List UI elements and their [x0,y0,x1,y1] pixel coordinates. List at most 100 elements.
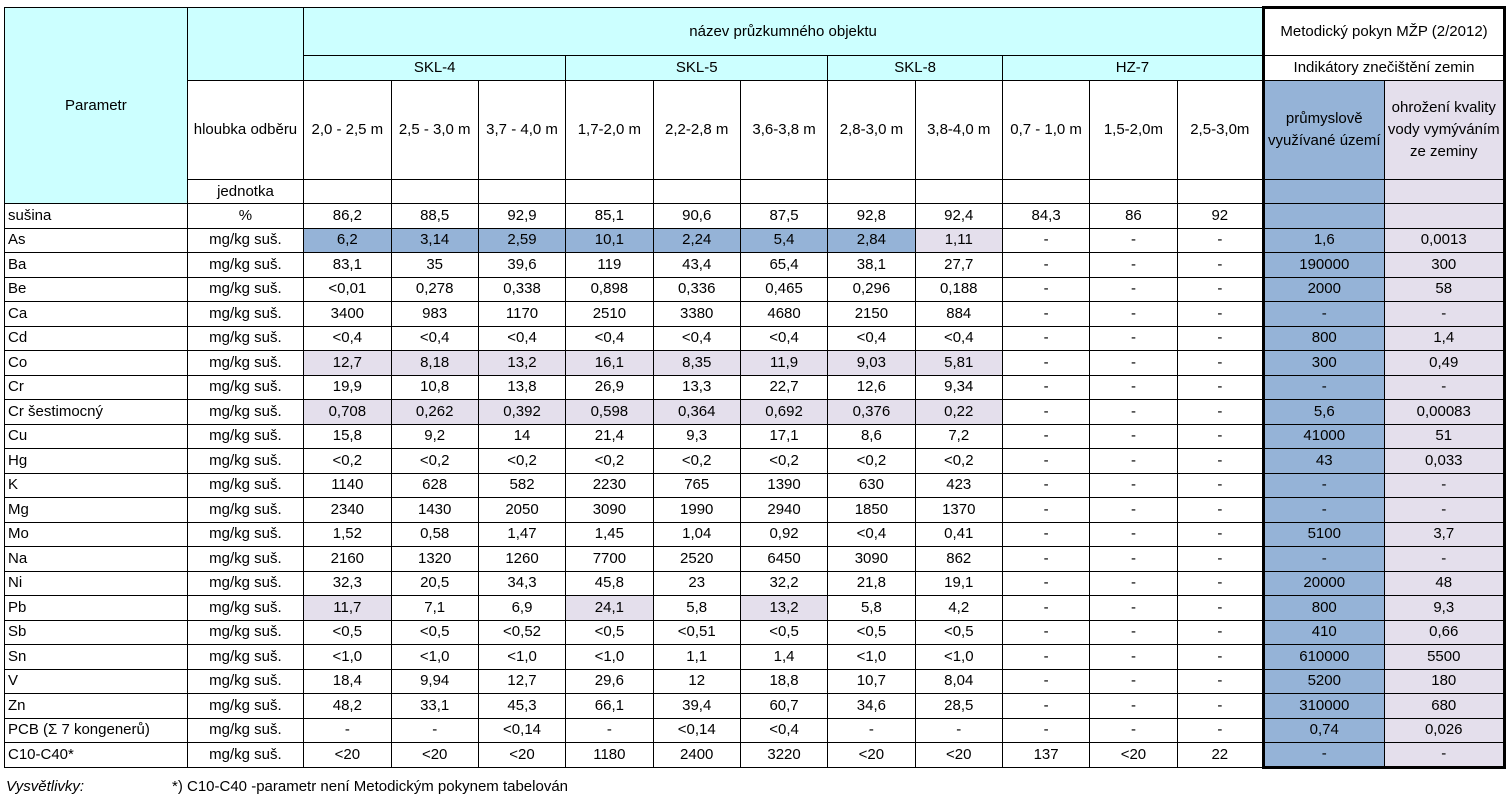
value-cell: 29,6 [565,668,654,694]
value-cell: 2,24 [652,227,741,253]
value-cell: - [565,717,654,743]
industrial-limit: 300 [1262,350,1385,376]
water-limit: 300 [1383,252,1506,278]
value-cell: - [1176,472,1265,498]
value-cell: - [1001,252,1091,278]
value-cell: - [1001,497,1091,523]
value-cell: <20 [827,742,916,768]
unit-cell: mg/kg suš. [186,619,305,645]
value-cell: 12,7 [303,350,392,376]
value-cell: 0,898 [565,276,654,302]
unit-cell: mg/kg suš. [186,472,305,498]
value-cell: - [1089,668,1178,694]
value-cell: - [1176,301,1265,327]
value-cell: - [1089,423,1178,449]
parameter-name: V [4,668,188,694]
value-cell: 8,04 [914,668,1003,694]
parameter-name: Ba [4,252,188,278]
value-cell: <0,4 [739,325,829,351]
value-cell: - [1176,350,1265,376]
industrial-limit: 5200 [1262,668,1385,694]
value-cell: 92,9 [477,203,567,229]
value-cell: <0,4 [565,325,654,351]
value-cell: <0,5 [390,619,479,645]
value-cell: 3380 [652,301,741,327]
unit-row-empty-cell [565,179,654,204]
value-cell: - [1089,521,1178,547]
value-cell: 119 [565,252,654,278]
value-cell: - [1089,301,1178,327]
value-cell: 0,598 [565,399,654,425]
table-row: As mg/kg suš. 6,2 3,14 2,59 10,1 2,24 5,4 2,84 1,… [4,227,1506,253]
value-cell: <1,0 [827,644,916,670]
depth-header: 3,8-4,0 m [914,80,1003,180]
value-cell: 2,59 [477,227,567,253]
parameter-name: sušina [4,203,188,229]
table-row: Be mg/kg suš. <0,01 0,278 0,338 0,898 0,336 0,4… [4,276,1506,302]
method-title: Metodický pokyn MŽP (2/2012) [1262,6,1506,56]
value-cell: 84,3 [1001,203,1091,229]
unit-row-empty-cell [477,179,567,204]
value-cell: <20 [477,742,567,768]
value-cell: 8,18 [390,350,479,376]
table-row: Cr mg/kg suš. 19,9 10,8 13,8 26,9 13,3 22,7 12,6… [4,374,1506,400]
unit-row-empty-cell [652,179,741,204]
industrial-unit-cell [1262,179,1385,204]
unit-cell: mg/kg suš. [186,227,305,253]
unit-row-empty-cell [827,179,916,204]
value-cell: 19,9 [303,374,392,400]
value-cell: <0,2 [477,448,567,474]
unit-cell: mg/kg suš. [186,521,305,547]
industrial-limit: 800 [1262,325,1385,351]
value-cell: <0,5 [565,619,654,645]
value-cell: 423 [914,472,1003,498]
value-cell: 884 [914,301,1003,327]
water-limit [1383,203,1506,229]
table-row: Cd mg/kg suš. <0,4 <0,4 <0,4 <0,4 <0,4 <0,4 <0,4… [4,325,1506,351]
parameter-name: Pb [4,595,188,621]
value-cell: 765 [652,472,741,498]
value-cell: 1990 [652,497,741,523]
value-cell: 1850 [827,497,916,523]
table-row: Sb mg/kg suš. <0,5 <0,5 <0,52 <0,5 <0,51 <0,5 <0… [4,619,1506,645]
value-cell: - [1089,472,1178,498]
industrial-limit: 610000 [1262,644,1385,670]
value-cell: - [1001,227,1091,253]
parameter-name: Sn [4,644,188,670]
parameter-name: Co [4,350,188,376]
table-row: Co mg/kg suš. 12,7 8,18 13,2 16,1 8,35 11,9 9,03… [4,350,1506,376]
parameter-name: Ni [4,570,188,596]
parameter-name: Sb [4,619,188,645]
value-cell: - [1001,399,1091,425]
industrial-limit: - [1262,742,1385,769]
parameter-name: Cr [4,374,188,400]
value-cell: <20 [390,742,479,768]
value-cell: <0,4 [652,325,741,351]
value-cell: - [1001,276,1091,302]
value-cell: - [1001,472,1091,498]
value-cell: <1,0 [303,644,392,670]
value-cell: - [1089,693,1178,719]
value-cell: <0,5 [827,619,916,645]
value-cell: 13,2 [739,595,829,621]
parameter-name: Cd [4,325,188,351]
value-cell: 21,4 [565,423,654,449]
water-limit: - [1383,497,1506,523]
value-cell: <0,14 [477,717,567,743]
unit-row-empty-cell [739,179,829,204]
value-cell: 13,8 [477,374,567,400]
value-cell: - [1001,668,1091,694]
table-row: Sn mg/kg suš. <1,0 <1,0 <1,0 <1,0 1,1 1,4 <1,0 <1… [4,644,1506,670]
value-cell: - [1176,325,1265,351]
value-cell: 39,4 [652,693,741,719]
value-cell: - [1176,276,1265,302]
value-cell: 2940 [739,497,829,523]
value-cell: 8,35 [652,350,741,376]
value-cell: - [1176,668,1265,694]
table-row: Cu mg/kg suš. 15,8 9,2 14 21,4 9,3 17,1 8,6 7,2- -… [4,423,1506,449]
value-cell: 9,03 [827,350,916,376]
value-cell: 35 [390,252,479,278]
water-limit: 0,026 [1383,717,1506,743]
value-cell: 2230 [565,472,654,498]
